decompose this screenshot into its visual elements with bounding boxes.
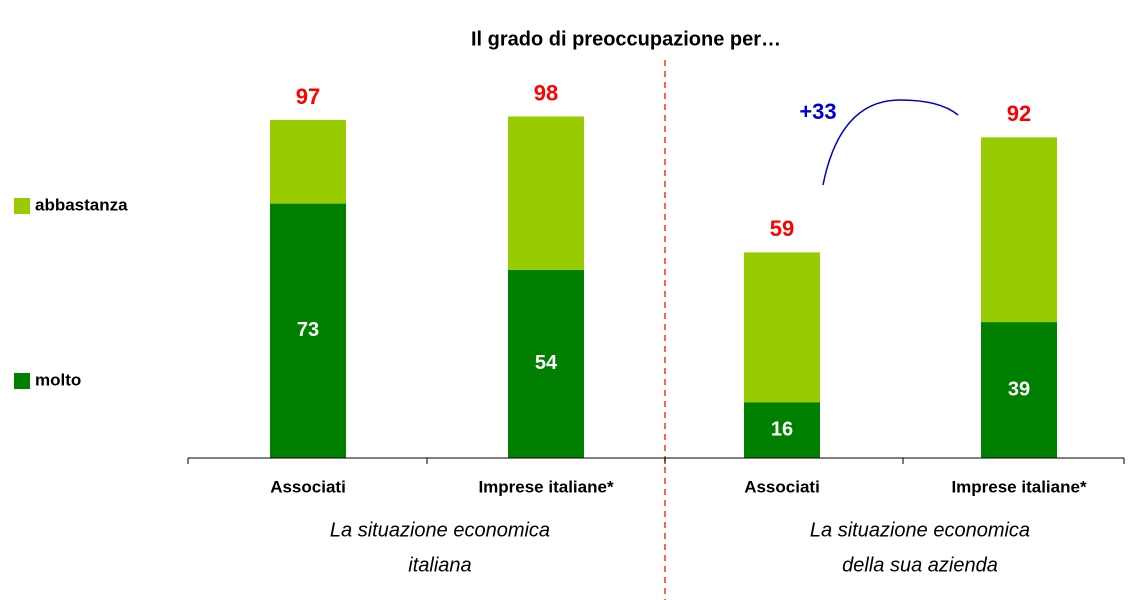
legend-swatch xyxy=(14,198,30,214)
legend-swatch xyxy=(14,373,30,389)
bar-segment xyxy=(981,137,1057,323)
total-label: 92 xyxy=(1007,101,1031,126)
group-label: della sua azienda xyxy=(842,554,998,576)
bar-segment xyxy=(270,119,346,204)
legend-label: abbastanza xyxy=(35,195,128,214)
bar-segment xyxy=(270,203,346,458)
annotation-arc xyxy=(822,99,959,186)
x-tick-label: Associati xyxy=(270,477,346,496)
x-tick-label: Imprese italiane* xyxy=(478,477,614,496)
chart-title: Il grado di preoccupazione per… xyxy=(471,28,781,50)
segment-label: 39 xyxy=(1008,378,1030,400)
bar-segment xyxy=(981,322,1057,458)
legend-label: molto xyxy=(35,370,81,389)
annotation: +33 xyxy=(799,99,836,124)
bar-segment xyxy=(508,269,584,458)
bar-segment xyxy=(508,116,584,270)
total-label: 98 xyxy=(534,80,558,105)
segment-label: 54 xyxy=(535,352,558,374)
group-label: La situazione economica xyxy=(330,519,550,541)
group-label: italiana xyxy=(408,554,471,576)
x-tick-label: Imprese italiane* xyxy=(951,477,1087,496)
total-label: 59 xyxy=(770,216,794,241)
x-tick-label: Associati xyxy=(744,477,820,496)
group-label: La situazione economica xyxy=(810,519,1030,541)
total-label: 97 xyxy=(296,84,320,109)
bar-segment xyxy=(744,252,820,403)
segment-label: 16 xyxy=(771,418,793,440)
segment-label: 73 xyxy=(297,319,319,341)
bar-segment xyxy=(744,402,820,458)
